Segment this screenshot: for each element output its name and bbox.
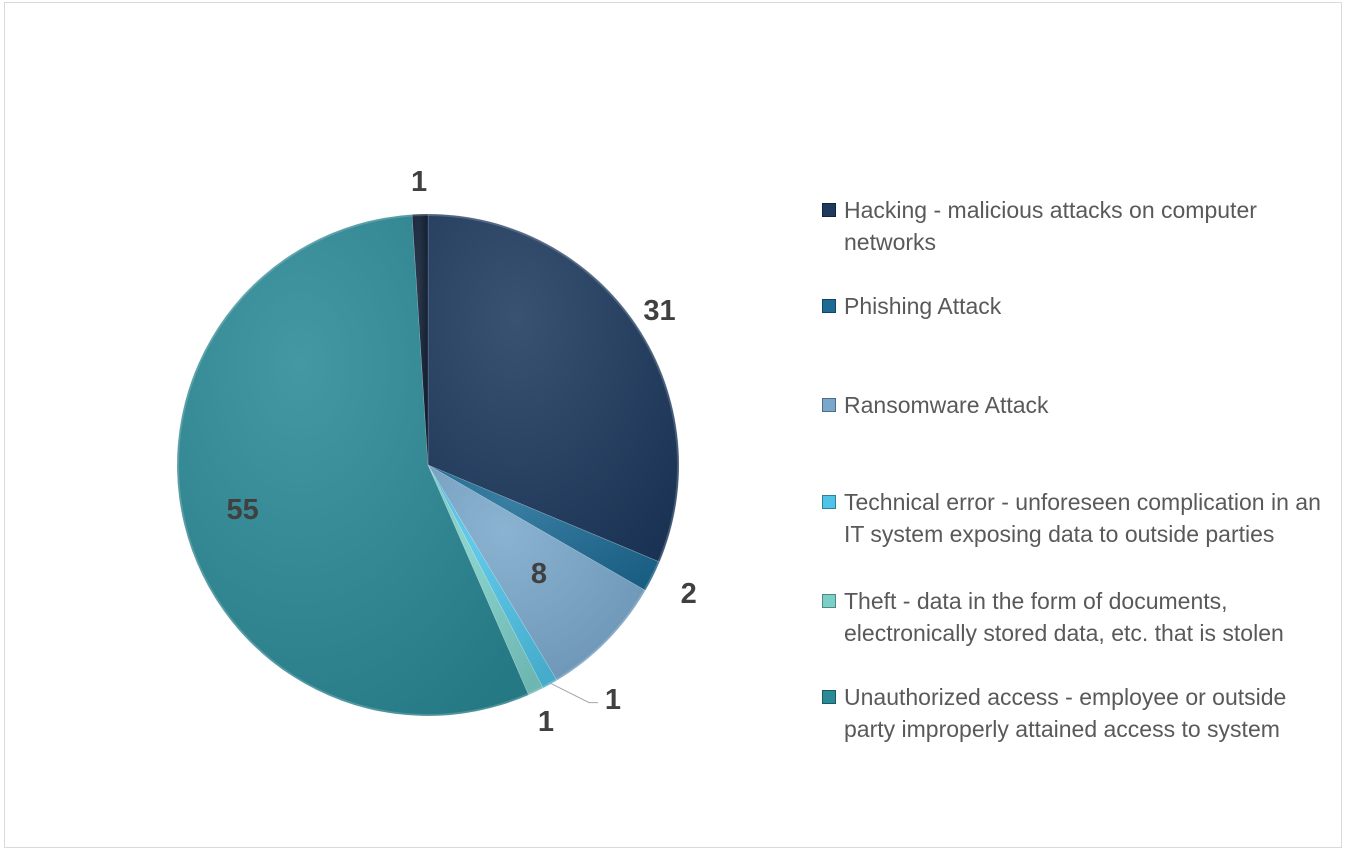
legend-label-theft: Theft - data in the form of documents, e… bbox=[844, 588, 1284, 646]
legend-label-technical-error: Technical error - unforeseen complicatio… bbox=[844, 489, 1321, 547]
data-labels: 31 2 8 1 1 55 1 bbox=[226, 166, 696, 738]
pie-rim bbox=[177, 214, 679, 716]
data-label-theft: 1 bbox=[538, 706, 554, 738]
legend-swatch-phishing bbox=[822, 299, 836, 313]
data-label-phishing: 2 bbox=[681, 578, 697, 610]
pie-slices bbox=[176, 213, 680, 717]
legend-swatch-technical-error bbox=[822, 495, 836, 509]
legend-item-theft: Theft - data in the form of documents, e… bbox=[822, 585, 1322, 649]
legend-item-unauthorized-access: Unauthorized access - employee or outsid… bbox=[822, 681, 1322, 745]
leader-line-technical-error bbox=[548, 682, 598, 704]
data-label-ransomware: 8 bbox=[531, 558, 547, 590]
legend-item-ransomware: Ransomware Attack bbox=[822, 389, 1322, 421]
pie-slice-technical-error bbox=[427, 464, 558, 689]
legend-swatch-ransomware bbox=[822, 398, 836, 412]
data-label-hacking: 31 bbox=[643, 295, 675, 327]
legend-swatch-theft bbox=[822, 594, 836, 608]
legend-swatch-hacking bbox=[822, 203, 836, 217]
pie-slice-hacking bbox=[427, 213, 680, 563]
legend-label-unauthorized-access: Unauthorized access - employee or outsid… bbox=[844, 684, 1287, 742]
legend-label-phishing: Phishing Attack bbox=[844, 293, 1002, 319]
data-label-unlabeled: 1 bbox=[411, 166, 427, 198]
pie-slice-unlabeled bbox=[411, 213, 429, 466]
pie-slice-theft bbox=[427, 464, 544, 696]
data-label-technical-error: 1 bbox=[605, 684, 621, 716]
data-label-unauthorized-access: 55 bbox=[226, 494, 258, 526]
legend-item-phishing: Phishing Attack bbox=[822, 290, 1322, 322]
pie-slice-unauthorized-access bbox=[176, 214, 530, 717]
pie-slice-phishing bbox=[427, 464, 660, 591]
legend-label-hacking: Hacking - malicious attacks on computer … bbox=[844, 197, 1257, 255]
legend-swatch-unauthorized-access bbox=[822, 690, 836, 704]
legend-item-hacking: Hacking - malicious attacks on computer … bbox=[822, 194, 1322, 258]
pie-slice-ransomware bbox=[427, 464, 646, 681]
legend-item-technical-error: Technical error - unforeseen complicatio… bbox=[822, 486, 1322, 550]
legend-label-ransomware: Ransomware Attack bbox=[844, 392, 1049, 418]
